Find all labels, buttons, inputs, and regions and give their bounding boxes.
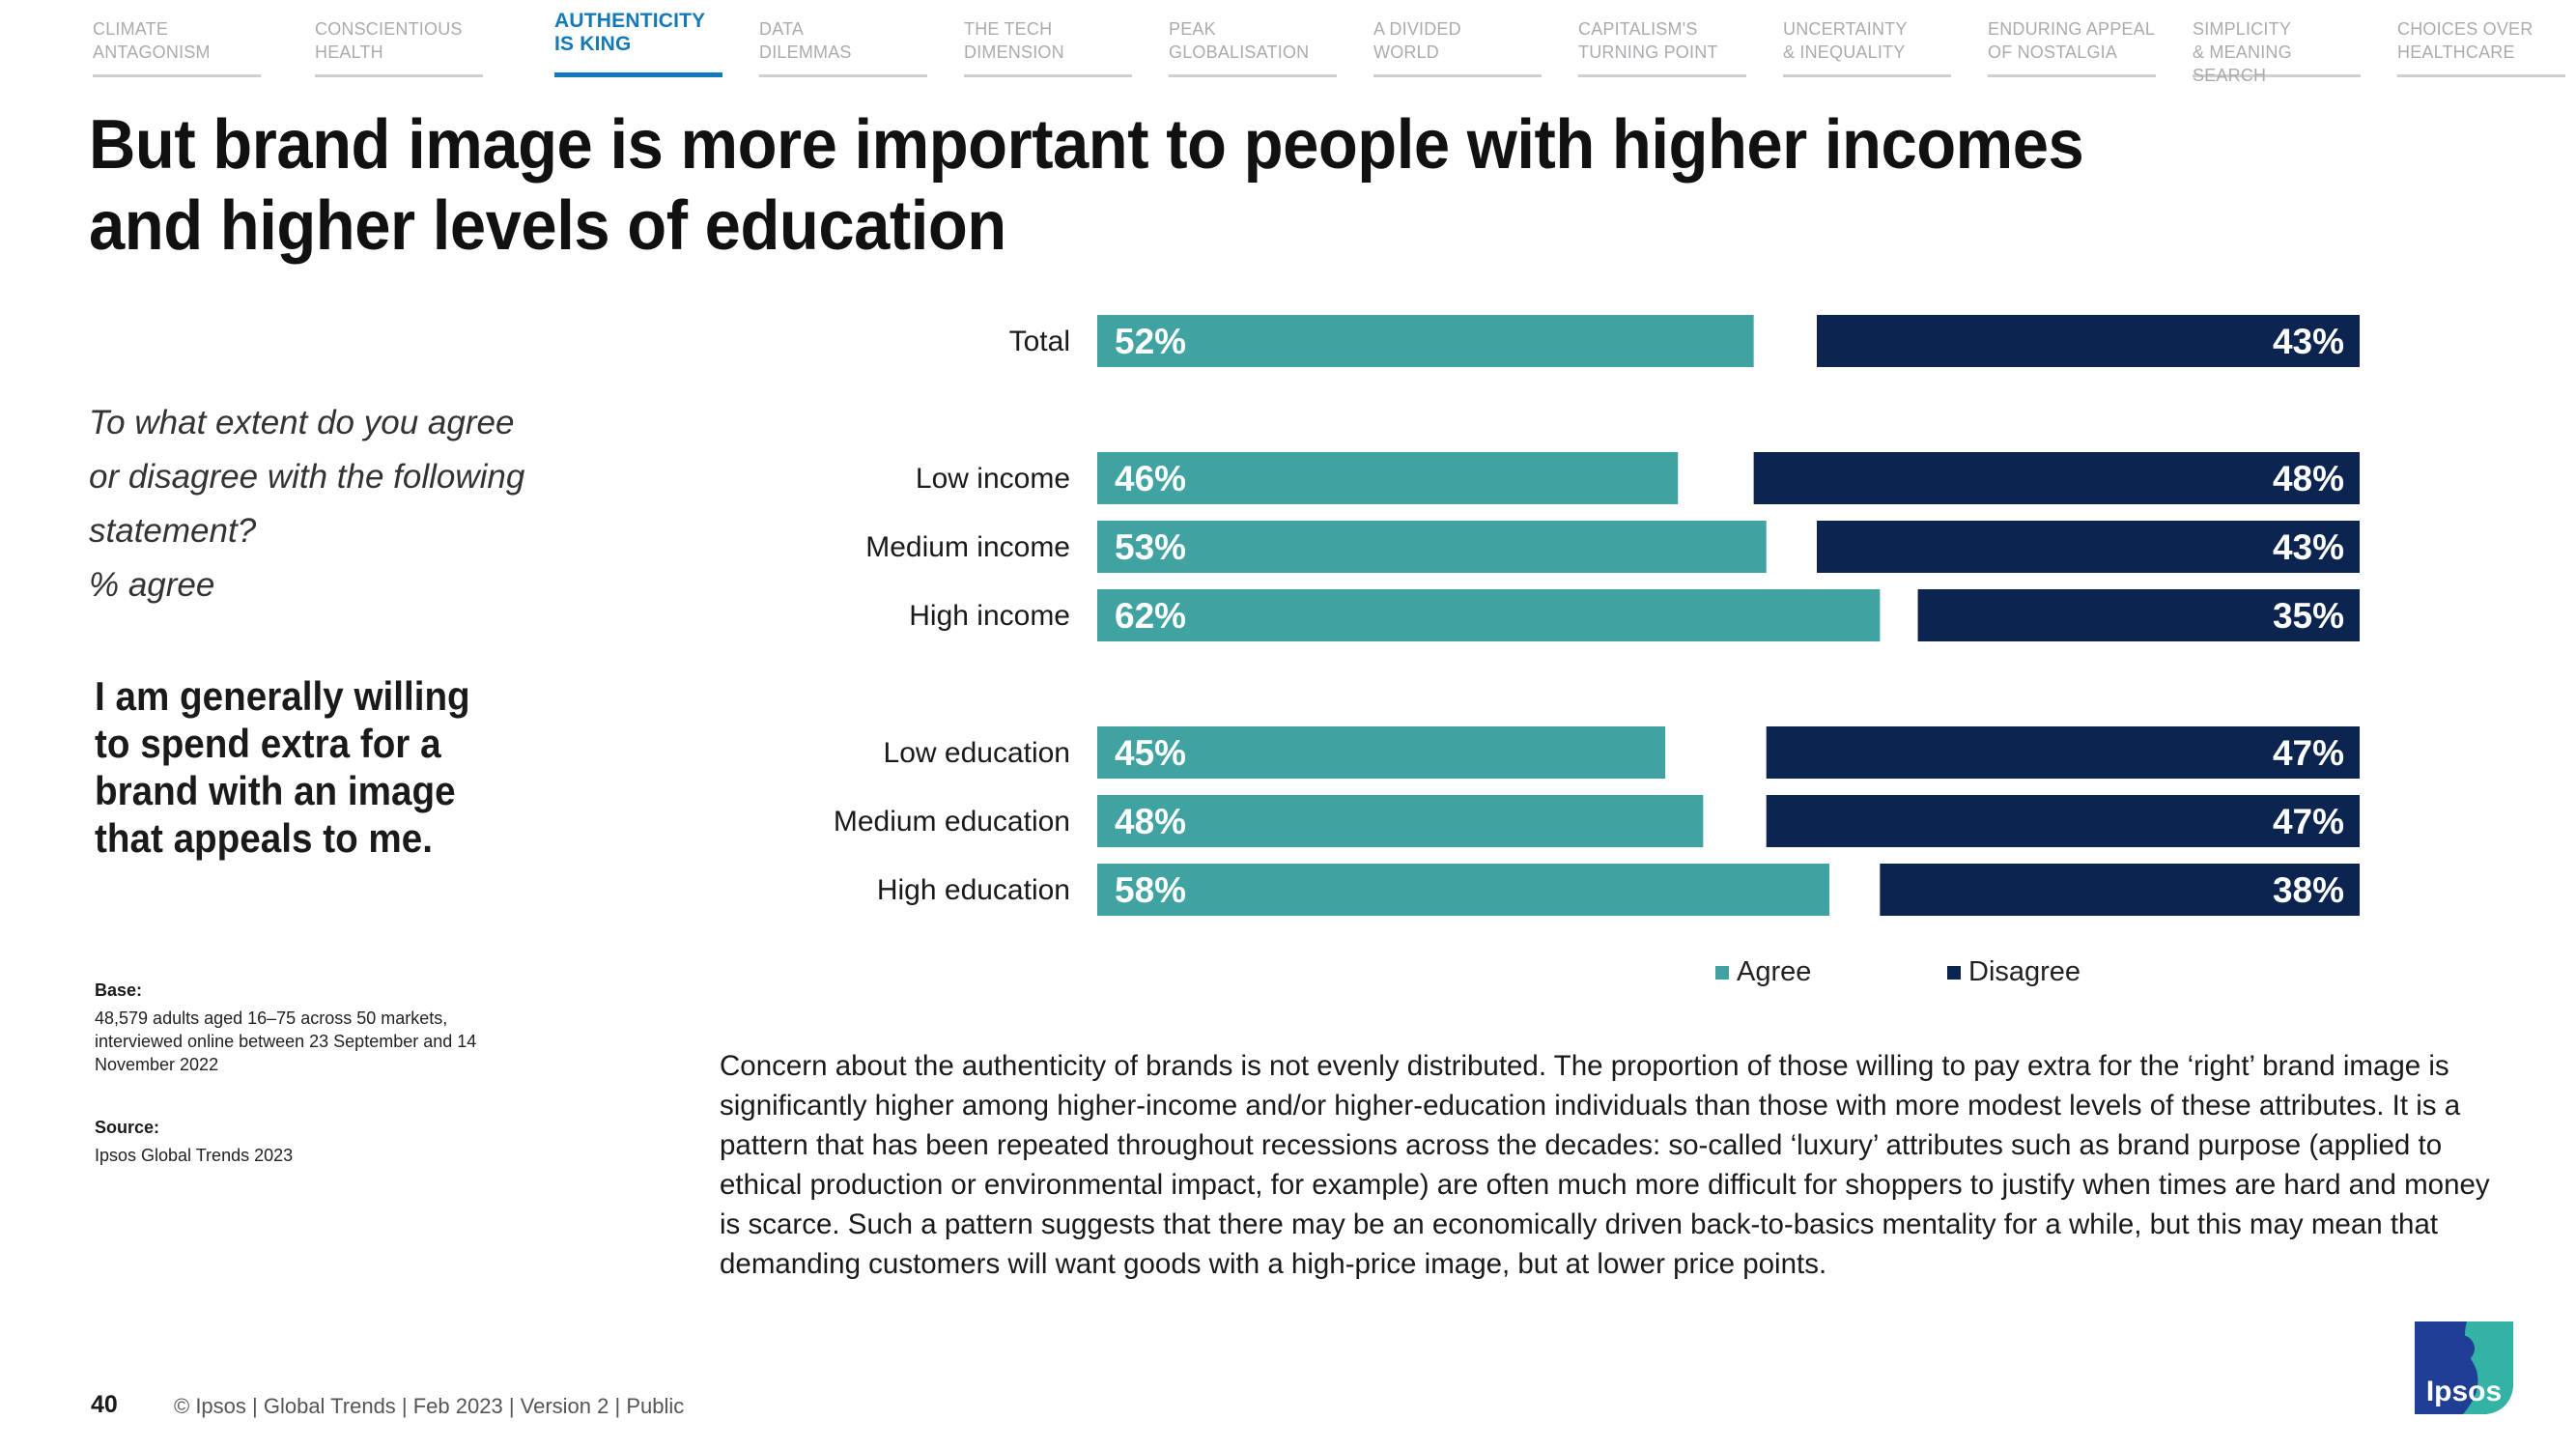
nav-tab-climate-antagonism[interactable]: CLIMATE ANTAGONISM xyxy=(93,14,261,77)
agree-disagree-bar-chart: Total 52% 43% Low income 46% 48% Medium income… xyxy=(834,315,2360,916)
nav-tab-choices-over-healthcare[interactable]: CHOICES OVER HEALTHCARE xyxy=(2397,14,2565,77)
category-label-high-income: High income xyxy=(909,600,1070,632)
label-disagree-high-education: 38% xyxy=(2273,870,2344,910)
category-label-high-education: High education xyxy=(877,874,1070,906)
nav-tab-conscientious-health[interactable]: CONSCIENTIOUS HEALTH xyxy=(315,14,483,77)
page-number: 40 xyxy=(91,1391,118,1418)
base-text: 48,579 adults aged 16–75 across 50 marke… xyxy=(95,1009,477,1074)
category-label-low-education: Low education xyxy=(884,737,1070,769)
label-agree-low-income: 46% xyxy=(1115,459,1186,498)
legend-swatch-agree xyxy=(1715,965,1729,980)
source-text: Ipsos Global Trends 2023 xyxy=(95,1146,294,1165)
legend-swatch-disagree xyxy=(1947,965,1961,980)
bar-disagree-medium-education xyxy=(1766,795,2360,847)
label-disagree-total: 43% xyxy=(2273,322,2344,361)
label-disagree-medium-education: 47% xyxy=(2273,802,2344,841)
bar-disagree-low-income xyxy=(1753,452,2360,504)
nav-tab-a-divided-world[interactable]: A DIVIDED WORLD xyxy=(1373,14,1542,77)
logo-head-shape xyxy=(2448,1335,2475,1362)
nav-tab-enduring-appeal-of-nostalgia[interactable]: ENDURING APPEAL OF NOSTALGIA xyxy=(1988,14,2156,77)
bar-disagree-medium-income xyxy=(1816,521,2360,573)
nav-tab-uncertainty-inequality[interactable]: UNCERTAINTY & INEQUALITY xyxy=(1783,14,1951,77)
nav-tab-capitalisms-turning-point[interactable]: CAPITALISM'S TURNING POINT xyxy=(1578,14,1746,77)
bar-agree-low-income xyxy=(1097,452,1679,504)
logo-accent-shape xyxy=(2463,1321,2513,1414)
category-label-medium-education: Medium education xyxy=(834,806,1070,838)
bar-agree-total xyxy=(1097,315,1754,367)
nav-tab-data-dilemmas[interactable]: DATA DILEMMAS xyxy=(759,14,927,77)
label-agree-high-income: 62% xyxy=(1115,596,1186,636)
bar-agree-medium-income xyxy=(1097,521,1767,573)
legend-label-disagree: Disagree xyxy=(1968,956,2081,987)
nav-tab-simplicity-meaning-search[interactable]: SIMPLICITY & MEANING SEARCH xyxy=(2193,14,2361,85)
nav-tab-the-tech-dimension[interactable]: THE TECH DIMENSION xyxy=(964,14,1132,77)
label-agree-medium-income: 53% xyxy=(1115,527,1186,567)
bar-agree-low-education xyxy=(1097,726,1666,779)
bar-agree-high-education xyxy=(1097,864,1830,916)
bar-agree-medium-education xyxy=(1097,795,1704,847)
survey-question: To what extent do you agree or disagree … xyxy=(89,404,525,604)
bar-disagree-high-income xyxy=(1917,589,2360,641)
nav-tab-peak-globalisation[interactable]: PEAK GLOBALISATION xyxy=(1169,14,1337,77)
source-label: Source: xyxy=(95,1118,160,1137)
label-disagree-medium-income: 43% xyxy=(2273,527,2344,567)
label-disagree-low-income: 48% xyxy=(2273,459,2344,498)
legend-item-disagree: Disagree xyxy=(1947,956,2081,988)
bar-disagree-high-education xyxy=(1880,864,2360,916)
label-disagree-high-income: 35% xyxy=(2273,596,2344,636)
commentary-text: Concern about the authenticity of brands… xyxy=(720,1050,2490,1280)
legend-item-agree: Agree xyxy=(1715,956,1811,988)
legend-label-agree: Agree xyxy=(1737,956,1812,987)
category-label-low-income: Low income xyxy=(916,463,1070,495)
label-disagree-low-education: 47% xyxy=(2273,733,2344,773)
nav-tab-authenticity-is-king[interactable]: AUTHENTICITY IS KING xyxy=(554,6,722,77)
bar-disagree-low-education xyxy=(1766,726,2360,779)
label-agree-high-education: 58% xyxy=(1115,870,1186,910)
category-label-total: Total xyxy=(1009,326,1070,357)
base-label: Base: xyxy=(95,980,143,1000)
page-title: But brand image is more important to peo… xyxy=(89,106,2084,265)
label-agree-medium-education: 48% xyxy=(1115,802,1186,841)
footer-copyright: © Ipsos | Global Trends | Feb 2023 | Ver… xyxy=(174,1394,685,1418)
survey-statement: I am generally willing to spend extra fo… xyxy=(95,673,470,861)
topic-nav: CLIMATE ANTAGONISM CONSCIENTIOUS HEALTH … xyxy=(93,10,2565,85)
logo-text: Ipsos xyxy=(2426,1376,2502,1407)
label-agree-low-education: 45% xyxy=(1115,733,1186,773)
bar-disagree-total xyxy=(1816,315,2360,367)
category-label-medium-income: Medium income xyxy=(865,531,1070,563)
label-agree-total: 52% xyxy=(1115,322,1186,361)
ipsos-logo-icon: Ipsos xyxy=(2415,1321,2513,1414)
bar-agree-high-income xyxy=(1097,589,1881,641)
